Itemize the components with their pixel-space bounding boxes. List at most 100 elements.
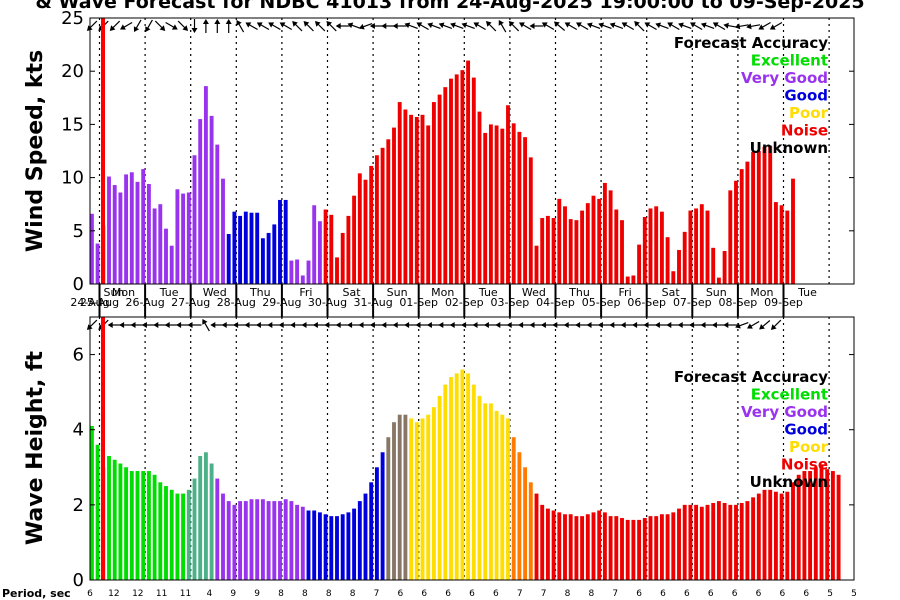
wave-height-panel: 0 2 4 6 Wave Height, ft Forecast AccuracyEx… — [23, 316, 855, 591]
wave-bar — [728, 504, 733, 580]
wave-bar — [283, 499, 288, 580]
period-value: 8 — [302, 589, 308, 599]
wave-bars — [89, 369, 841, 580]
wind-bar — [158, 204, 163, 284]
legend-item: Noise — [781, 122, 828, 140]
wind-direction-arrow — [769, 21, 783, 30]
wind-bar — [255, 212, 260, 284]
wave-bar — [437, 395, 442, 580]
wave-bar — [357, 501, 362, 580]
wave-bar — [175, 493, 180, 580]
wind-bar — [454, 74, 459, 284]
wave-bar — [534, 493, 539, 580]
wind-bar — [699, 204, 704, 284]
legend-item: Poor — [789, 104, 829, 122]
wave-bar — [454, 373, 459, 580]
legend-item: Excellent — [751, 386, 828, 404]
day-name-label: Sun — [104, 286, 125, 299]
wave-bar — [135, 471, 140, 580]
day-date-label: 31-Aug — [353, 296, 392, 309]
wave-bar — [785, 491, 790, 580]
wave-bar — [146, 471, 151, 580]
wind-bar — [756, 151, 761, 284]
wind-bar — [300, 275, 305, 284]
wind-direction-arrow — [392, 23, 407, 29]
wave-bar — [471, 384, 476, 580]
period-value: 6 — [660, 589, 666, 599]
wind-direction-arrow — [303, 21, 314, 32]
period-value: 6 — [493, 589, 499, 599]
wind-direction-arrow — [314, 21, 326, 32]
wave-bar — [392, 422, 396, 580]
wind-bar — [146, 183, 151, 284]
wave-bar — [711, 502, 716, 580]
wind-bar — [466, 60, 471, 285]
wind-bar — [192, 155, 197, 284]
period-value: 7 — [541, 589, 547, 599]
wind-bar — [688, 210, 693, 284]
wind-direction-arrow — [758, 21, 771, 30]
wave-bar — [580, 516, 585, 580]
wind-bar — [791, 178, 795, 284]
wave-bar — [414, 422, 419, 580]
day-date-label: 09-Sep — [764, 296, 803, 309]
period-value: 6 — [732, 589, 738, 599]
wave-bar — [306, 510, 311, 580]
period-value: 11 — [156, 589, 167, 599]
wind-y-axis-label: Wind Speed, kts — [23, 50, 48, 252]
wave-bar — [699, 506, 704, 580]
wind-bar — [323, 209, 328, 284]
wind-bar — [386, 139, 391, 284]
wave-bar — [443, 384, 448, 580]
wave-bar — [506, 418, 510, 580]
wave-bar — [631, 519, 636, 580]
period-value: 12 — [132, 589, 143, 599]
wind-direction-arrow — [609, 22, 624, 29]
wave-bar — [192, 478, 197, 580]
wind-direction-arrow — [621, 22, 635, 31]
wave-bar — [215, 478, 220, 580]
wind-direction-arrow — [598, 22, 612, 29]
period-value: 8 — [565, 589, 571, 599]
period-value: 9 — [254, 589, 260, 599]
wind-bar — [716, 277, 721, 284]
period-value: 6 — [469, 589, 475, 599]
wave-bar — [563, 514, 567, 580]
wind-bar — [118, 192, 123, 284]
wind-bar — [152, 208, 157, 284]
wave-bar — [107, 456, 111, 580]
wind-axes-frame — [89, 17, 855, 285]
period-value: 8 — [350, 589, 356, 599]
wind-y-tick-label: 15 — [61, 114, 84, 135]
wind-speed-panel: 0 5 10 15 20 25 Wind Speed, kts Forecast Accu… — [23, 8, 855, 295]
wind-bar — [637, 244, 642, 284]
wind-direction-arrow — [564, 22, 578, 31]
wind-bar — [545, 215, 550, 284]
wind-bar — [488, 124, 493, 285]
wave-bar — [756, 493, 761, 580]
wind-bar — [380, 147, 385, 284]
wave-bar — [568, 514, 573, 580]
wave-bar — [677, 508, 681, 580]
wave-bar — [557, 512, 562, 580]
wind-direction-arrow — [279, 22, 293, 31]
wind-y-tick-label: 10 — [61, 168, 84, 189]
wind-bar — [164, 228, 168, 284]
wind-direction-arrow — [214, 19, 221, 33]
wave-bar — [745, 501, 750, 580]
wind-bar — [317, 221, 322, 284]
wind-bar — [283, 199, 288, 284]
wave-bar — [791, 482, 795, 580]
wave-bar — [813, 467, 818, 580]
day-name-label: Sat — [662, 286, 681, 299]
wind-direction-arrow — [712, 22, 726, 31]
wind-bar — [574, 220, 579, 284]
wind-bar — [409, 114, 414, 284]
period-value: 8 — [326, 589, 332, 599]
day-date-label: 02-Sep — [445, 296, 484, 309]
wind-bar — [483, 132, 488, 284]
wind-bar — [329, 214, 334, 284]
wave-bar — [431, 407, 436, 580]
